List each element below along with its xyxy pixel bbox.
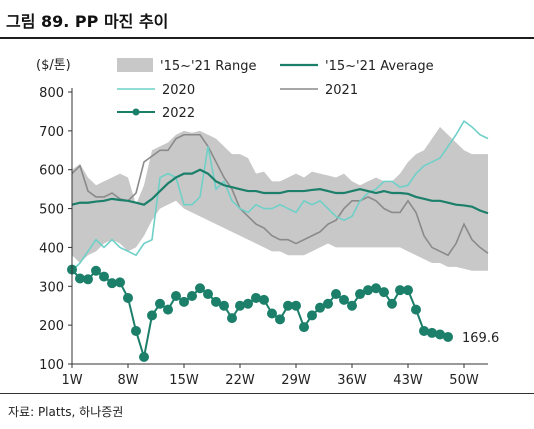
series-2022-point xyxy=(179,296,189,307)
series-2022-point xyxy=(227,313,237,324)
legend-2021-label: 2021 xyxy=(325,83,358,98)
series-2022-point xyxy=(347,300,357,311)
series-2022-point xyxy=(83,274,93,285)
series-2022-point xyxy=(379,287,389,298)
series-2022-point xyxy=(395,285,405,296)
source-note: 자료: Platts, 하나증권 xyxy=(8,405,124,419)
series-2022-point xyxy=(99,271,109,282)
series-2022-point xyxy=(203,289,213,300)
series-2022-point xyxy=(363,285,373,296)
series-2022-point xyxy=(387,298,397,309)
y-tick-label: 300 xyxy=(39,280,64,295)
legend-2022-marker xyxy=(132,108,140,116)
x-tick-label: 1W xyxy=(61,373,82,388)
series-2022-point xyxy=(331,289,341,300)
series-2022-point xyxy=(355,289,365,300)
series-2022-point xyxy=(291,300,301,311)
series-2022-point xyxy=(139,352,149,363)
series-2022-point xyxy=(371,283,381,294)
series-average-line xyxy=(71,168,489,215)
series-2022-point xyxy=(147,310,157,321)
series-2022-point xyxy=(283,300,293,311)
series-2022-point xyxy=(411,304,421,315)
y-tick-label: 600 xyxy=(39,164,64,179)
end-value-label: 169.6 xyxy=(462,331,499,346)
series-2022-point xyxy=(171,291,181,301)
series-2022-point xyxy=(435,329,445,340)
series-2022-point xyxy=(219,300,229,311)
y-tick-label: 200 xyxy=(39,319,64,334)
y-tick-label: 800 xyxy=(39,86,64,101)
x-tick-label: 15W xyxy=(169,373,199,388)
legend-2022-label: 2022 xyxy=(162,106,195,121)
series-2022-point xyxy=(131,325,141,336)
x-tick-label: 29W xyxy=(281,373,311,388)
series-2022-point xyxy=(251,292,261,303)
series-2022-point xyxy=(235,300,245,311)
series-2022-point xyxy=(323,298,333,309)
series-range-band xyxy=(72,126,488,271)
series-2022-point xyxy=(243,298,253,309)
series-2022-point xyxy=(163,304,173,315)
series-2022-point xyxy=(123,292,133,303)
y-tick-label: 400 xyxy=(39,241,64,256)
legend-average-label: '15~'21 Average xyxy=(325,59,434,74)
series-2022-line xyxy=(71,268,449,358)
series-2022-point xyxy=(259,294,269,305)
legend-range-swatch xyxy=(117,58,153,72)
figure-title: 그림 89. PP 마진 추이 xyxy=(6,12,169,31)
series-2022-point xyxy=(155,298,165,309)
source-rule xyxy=(0,393,534,394)
series-2022-point xyxy=(339,294,349,305)
series-2022-point xyxy=(427,327,437,338)
title-rule xyxy=(0,37,534,39)
x-tick-label: 43W xyxy=(393,373,423,388)
series-2022-point xyxy=(307,310,317,321)
series-2022-point xyxy=(107,278,117,289)
series-2021-line xyxy=(71,133,489,257)
y-tick-label: 700 xyxy=(39,125,64,140)
series-2022-point xyxy=(115,277,125,288)
series-2022-point xyxy=(267,308,277,319)
series-2022-point xyxy=(419,325,429,336)
series-2022-point xyxy=(403,285,413,296)
series-2022-point xyxy=(195,283,205,294)
series-2022-point xyxy=(299,322,309,333)
x-tick-label: 50W xyxy=(449,373,479,388)
y-tick-label: 100 xyxy=(39,358,64,373)
legend-2020-label: 2020 xyxy=(162,83,195,98)
x-tick-label: 22W xyxy=(225,373,255,388)
series-2022-point xyxy=(275,314,285,325)
series-2022-point xyxy=(75,273,85,284)
series-2022-point xyxy=(443,331,453,342)
series-2022-point xyxy=(315,302,325,313)
legend-range-label: '15~'21 Range xyxy=(160,59,256,74)
y-axis-unit-label: ($/톤) xyxy=(36,58,71,73)
series-2022-point xyxy=(91,265,101,276)
y-tick-label: 500 xyxy=(39,203,64,218)
series-2022-point xyxy=(187,291,197,301)
x-tick-label: 36W xyxy=(337,373,367,388)
series-2020-line xyxy=(71,119,489,272)
x-tick-label: 8W xyxy=(117,373,138,388)
series-2022-point xyxy=(211,296,221,307)
